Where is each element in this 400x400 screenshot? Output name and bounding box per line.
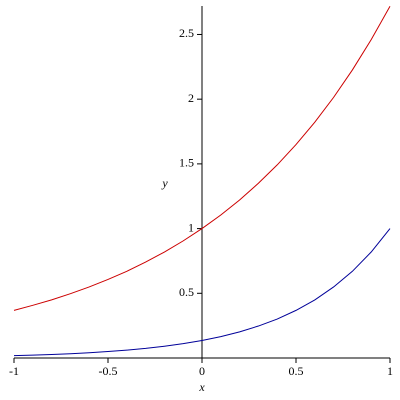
y-tick-label: 2 xyxy=(188,91,194,105)
x-tick-label: -0.5 xyxy=(99,364,118,378)
y-axis-title: y xyxy=(161,176,168,190)
x-tick-label: 0 xyxy=(199,364,205,378)
x-tick-label: 0.5 xyxy=(289,364,304,378)
x-axis-title: x xyxy=(198,380,205,394)
y-tick-label: 1.5 xyxy=(179,156,194,170)
x-tick-label: -1 xyxy=(9,364,19,378)
y-tick-label: 0.5 xyxy=(179,285,194,299)
y-tick-label: 2.5 xyxy=(179,26,194,40)
y-tick-label: 1 xyxy=(188,220,194,234)
x-tick-label: 1 xyxy=(387,364,393,378)
series-line xyxy=(13,228,391,357)
series-line xyxy=(13,6,391,311)
